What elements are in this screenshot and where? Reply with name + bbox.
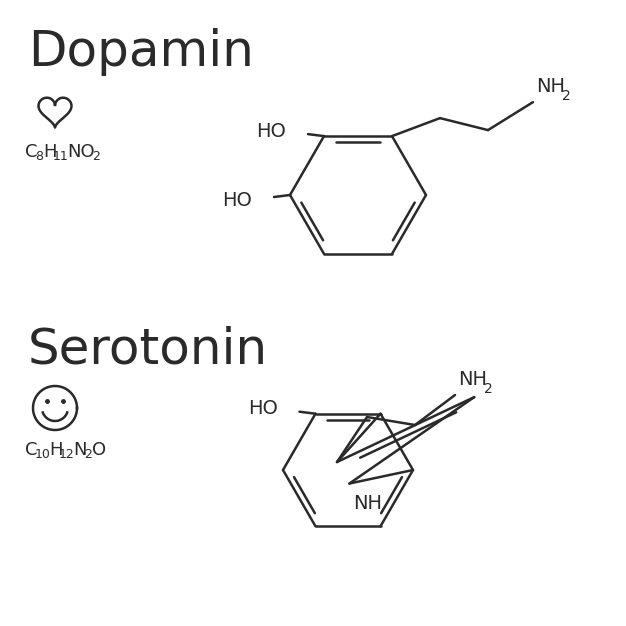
Text: H: H	[43, 143, 56, 161]
Text: 12: 12	[59, 448, 74, 461]
Text: 8: 8	[35, 150, 43, 163]
Text: HO: HO	[248, 399, 277, 418]
Text: H: H	[49, 441, 63, 459]
Text: NH: NH	[458, 370, 487, 389]
Text: C: C	[25, 143, 38, 161]
Text: N: N	[73, 441, 86, 459]
Text: 2: 2	[84, 448, 92, 461]
Text: NH: NH	[536, 77, 565, 96]
Text: HO: HO	[222, 190, 252, 210]
Text: C: C	[25, 441, 38, 459]
Text: NH: NH	[354, 493, 382, 513]
Text: O: O	[92, 441, 106, 459]
Text: Serotonin: Serotonin	[28, 325, 268, 373]
Text: HO: HO	[256, 121, 286, 141]
Text: 10: 10	[35, 448, 51, 461]
Text: Dopamin: Dopamin	[28, 28, 254, 76]
Text: 11: 11	[53, 150, 69, 163]
Text: 2: 2	[92, 150, 100, 163]
Text: NO: NO	[67, 143, 95, 161]
Text: 2: 2	[484, 382, 493, 396]
Text: 2: 2	[562, 89, 571, 103]
